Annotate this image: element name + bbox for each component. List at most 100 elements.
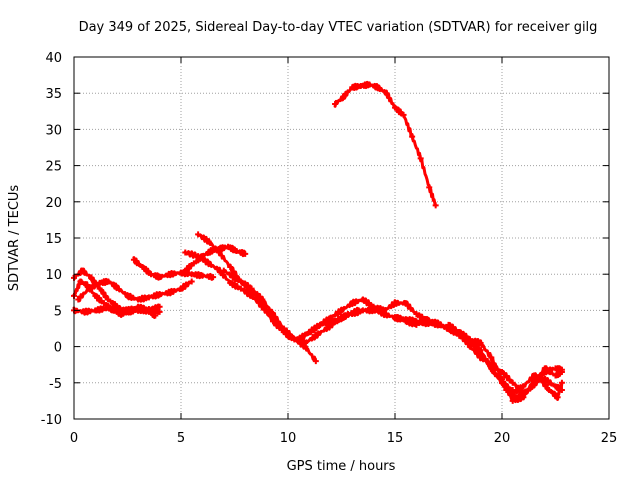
data-point bbox=[210, 274, 217, 281]
data-point bbox=[92, 307, 99, 314]
data-point bbox=[456, 329, 463, 336]
data-point bbox=[434, 320, 441, 327]
data-point bbox=[359, 307, 366, 314]
data-point bbox=[349, 311, 356, 318]
data-point bbox=[323, 325, 330, 332]
data-point bbox=[520, 390, 527, 397]
data-point bbox=[528, 383, 535, 390]
y-tick-label: 15 bbox=[45, 232, 62, 247]
data-point bbox=[392, 314, 398, 321]
series-track-5 bbox=[130, 256, 217, 281]
data-point bbox=[79, 267, 86, 274]
data-point bbox=[145, 305, 152, 312]
data-point bbox=[167, 271, 174, 278]
y-tick-label: 10 bbox=[45, 268, 62, 283]
data-point bbox=[225, 243, 232, 250]
y-tick-label: 35 bbox=[45, 87, 62, 102]
data-point bbox=[402, 318, 409, 325]
data-point bbox=[156, 274, 163, 281]
data-point bbox=[511, 394, 518, 401]
series-track-4 bbox=[75, 277, 195, 303]
series-line bbox=[504, 376, 564, 401]
data-point bbox=[312, 332, 319, 339]
x-tick-label: 0 bbox=[70, 431, 78, 446]
data-point bbox=[135, 307, 142, 314]
data-point bbox=[100, 300, 107, 307]
data-point bbox=[139, 263, 146, 270]
data-point bbox=[96, 285, 103, 292]
data-point bbox=[541, 365, 548, 372]
grid bbox=[74, 57, 609, 419]
data-point bbox=[392, 104, 398, 111]
series-line bbox=[196, 233, 361, 347]
data-point bbox=[252, 292, 259, 299]
data-point bbox=[520, 383, 527, 390]
data-point bbox=[75, 296, 82, 303]
x-tick-label: 20 bbox=[494, 431, 511, 446]
data-point bbox=[167, 289, 174, 296]
data-point bbox=[554, 394, 561, 401]
data-point bbox=[182, 249, 189, 256]
data-point bbox=[374, 84, 381, 91]
chart-title: Day 349 of 2025, Sidereal Day-to-day VTE… bbox=[79, 20, 598, 35]
data-point bbox=[302, 339, 309, 346]
data-point bbox=[338, 314, 345, 321]
data-point bbox=[145, 294, 152, 301]
data-point bbox=[178, 285, 184, 292]
data-point bbox=[216, 249, 223, 256]
data-point bbox=[413, 311, 420, 318]
data-point bbox=[188, 271, 195, 278]
data-point bbox=[113, 284, 120, 291]
data-point bbox=[263, 307, 270, 314]
data-point bbox=[359, 296, 366, 303]
y-tick-label: 40 bbox=[45, 51, 62, 66]
data-point bbox=[445, 321, 452, 328]
data-point bbox=[366, 81, 373, 88]
data-point bbox=[195, 231, 202, 238]
y-tick-label: 20 bbox=[45, 196, 62, 211]
data-point bbox=[477, 339, 484, 346]
data-point bbox=[220, 267, 227, 274]
data-point bbox=[182, 267, 189, 274]
data-point bbox=[499, 376, 505, 383]
data-point bbox=[148, 271, 155, 278]
y-tick-label: 30 bbox=[45, 123, 62, 138]
data-point bbox=[231, 274, 238, 281]
data-point bbox=[227, 279, 234, 286]
data-point bbox=[392, 300, 398, 307]
data-point bbox=[105, 278, 112, 285]
data-point bbox=[156, 291, 163, 298]
data-point bbox=[426, 184, 433, 191]
x-tick-label: 25 bbox=[601, 431, 618, 446]
data-point bbox=[466, 343, 473, 350]
data-point bbox=[349, 84, 356, 91]
data-point bbox=[338, 307, 345, 314]
data-point bbox=[242, 282, 249, 289]
data-point bbox=[207, 248, 214, 255]
series-track-10 bbox=[332, 80, 439, 209]
axis-ticks: 0 5 10 15 20 25 -10 -5 0 5 10 15 20 25 30 35 40 bbox=[41, 51, 618, 446]
data-point bbox=[274, 321, 281, 328]
data-point bbox=[130, 256, 137, 263]
data-point bbox=[81, 308, 88, 315]
data-point bbox=[242, 250, 249, 257]
data-point bbox=[205, 260, 212, 267]
data-point bbox=[135, 296, 142, 303]
data-point bbox=[546, 387, 553, 394]
data-point bbox=[558, 368, 565, 375]
y-tick-label: -5 bbox=[49, 377, 62, 392]
data-point bbox=[195, 253, 202, 260]
data-point bbox=[332, 101, 339, 108]
data-point bbox=[349, 300, 356, 307]
x-tick-label: 5 bbox=[177, 431, 185, 446]
data-point bbox=[285, 332, 291, 339]
x-tick-label: 15 bbox=[387, 431, 404, 446]
y-tick-label: -10 bbox=[41, 413, 62, 428]
data-point bbox=[488, 354, 495, 361]
data-point bbox=[383, 90, 390, 97]
series-track-14 bbox=[456, 329, 565, 404]
data-point bbox=[432, 202, 439, 209]
data-point bbox=[381, 307, 388, 314]
data-point bbox=[340, 93, 347, 100]
